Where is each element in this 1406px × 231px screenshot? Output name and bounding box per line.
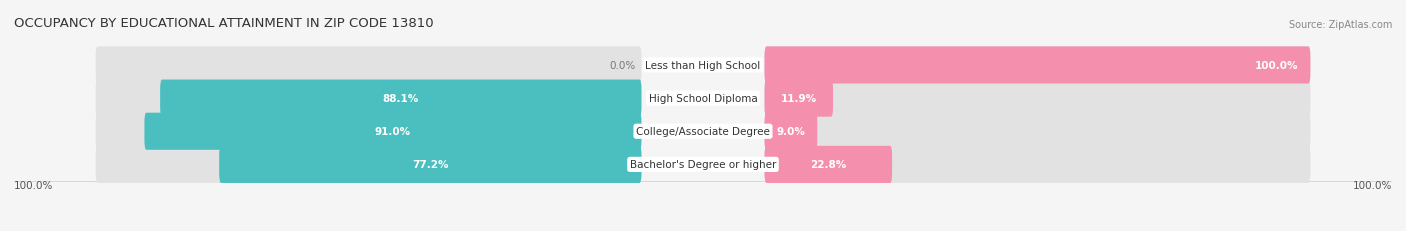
Text: 100.0%: 100.0%: [1254, 61, 1298, 71]
FancyBboxPatch shape: [765, 47, 1310, 84]
FancyBboxPatch shape: [765, 80, 1310, 117]
FancyBboxPatch shape: [145, 113, 641, 150]
Text: 100.0%: 100.0%: [14, 180, 53, 190]
Text: 77.2%: 77.2%: [412, 160, 449, 170]
Text: OCCUPANCY BY EDUCATIONAL ATTAINMENT IN ZIP CODE 13810: OCCUPANCY BY EDUCATIONAL ATTAINMENT IN Z…: [14, 17, 433, 30]
FancyBboxPatch shape: [96, 146, 641, 183]
FancyBboxPatch shape: [219, 146, 641, 183]
FancyBboxPatch shape: [765, 113, 817, 150]
Text: College/Associate Degree: College/Associate Degree: [636, 127, 770, 137]
Text: Source: ZipAtlas.com: Source: ZipAtlas.com: [1288, 20, 1392, 30]
Text: Bachelor's Degree or higher: Bachelor's Degree or higher: [630, 160, 776, 170]
FancyBboxPatch shape: [765, 146, 891, 183]
FancyBboxPatch shape: [765, 113, 1310, 150]
Text: High School Diploma: High School Diploma: [648, 94, 758, 104]
FancyBboxPatch shape: [765, 47, 1310, 84]
Text: Less than High School: Less than High School: [645, 61, 761, 71]
Text: 88.1%: 88.1%: [382, 94, 419, 104]
Text: 22.8%: 22.8%: [810, 160, 846, 170]
FancyBboxPatch shape: [96, 80, 641, 117]
FancyBboxPatch shape: [96, 47, 641, 84]
Text: 11.9%: 11.9%: [780, 94, 817, 104]
Text: 9.0%: 9.0%: [776, 127, 806, 137]
Text: 100.0%: 100.0%: [1353, 180, 1392, 190]
FancyBboxPatch shape: [765, 80, 832, 117]
Text: 91.0%: 91.0%: [375, 127, 411, 137]
FancyBboxPatch shape: [96, 113, 641, 150]
FancyBboxPatch shape: [160, 80, 641, 117]
Text: 0.0%: 0.0%: [610, 61, 636, 71]
FancyBboxPatch shape: [765, 146, 1310, 183]
